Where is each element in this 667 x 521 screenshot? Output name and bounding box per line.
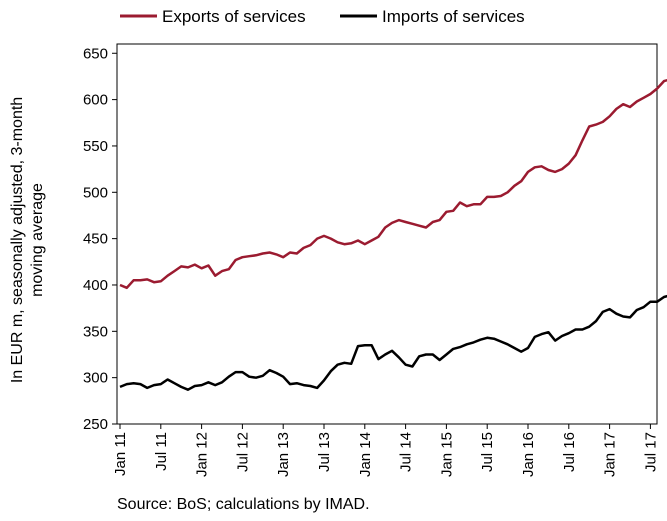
x-tick-label: Jan 16: [520, 432, 537, 477]
series-line-imports-of-services: [119, 294, 667, 391]
y-axis-title: In EUR m, seasonally adjusted, 3-month m…: [9, 97, 46, 383]
x-tick-label: Jan 13: [275, 432, 292, 477]
x-tick-label: Jan 15: [438, 432, 455, 477]
y-tick-label: 250: [83, 416, 108, 433]
y-tick-label: 350: [83, 323, 108, 340]
y-tick-label: 300: [83, 370, 108, 387]
plot-frame: [116, 43, 658, 425]
x-tick-label: Jul 15: [479, 432, 496, 472]
legend: Exports of services Imports of services: [120, 7, 525, 26]
y-tick-label: 400: [83, 277, 108, 294]
y-axis-title-line2: moving average: [29, 183, 46, 297]
y-tick-label: 600: [83, 92, 108, 109]
series-layer: [119, 78, 667, 391]
series-line-exports-of-services: [119, 78, 667, 290]
x-tick-label: Jan 12: [194, 432, 211, 477]
y-tick-label: 550: [83, 138, 108, 155]
legend-label-imports: Imports of services: [382, 7, 525, 26]
source-note: Source: BoS; calculations by IMAD.: [117, 496, 370, 513]
y-tick-label: 450: [83, 231, 108, 248]
y-tick-label: 500: [83, 184, 108, 201]
y-axis-title-line1: In EUR m, seasonally adjusted, 3-month: [9, 97, 26, 383]
x-tick-label: Jul 16: [561, 432, 578, 472]
x-tick-label: Jan 17: [602, 432, 619, 477]
x-tick-label: Jan 11: [112, 432, 129, 476]
legend-label-exports: Exports of services: [162, 7, 306, 26]
x-tick-label: Jul 11: [153, 432, 170, 471]
y-axis: 250 300 350 400 450 500 550 600 650: [83, 45, 117, 433]
x-tick-label: Jul 17: [642, 432, 659, 472]
x-tick-label: Jul 14: [398, 432, 415, 472]
x-tick-label: Jul 12: [234, 432, 251, 472]
x-axis: Jan 11 Jul 11 Jan 12 Jul 12 Jan 13 Jul 13 Jan …: [112, 424, 659, 477]
y-tick-label: 650: [83, 45, 108, 62]
x-tick-label: Jul 13: [316, 432, 333, 472]
x-tick-label: Jan 14: [357, 432, 374, 477]
